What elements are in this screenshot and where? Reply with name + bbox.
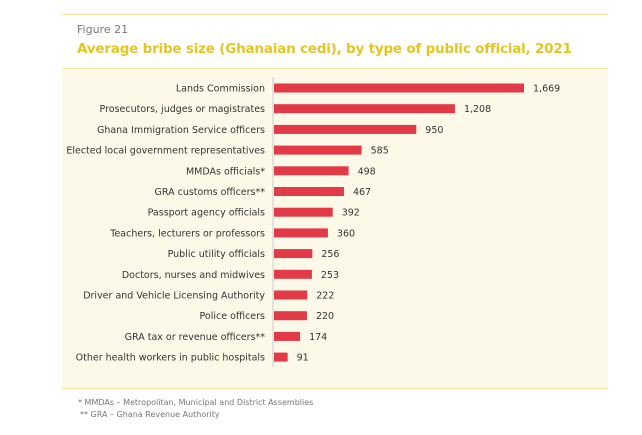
footnote-mmdas: * MMDAs – Metropolitan, Municipal and Di… — [78, 398, 314, 407]
footnote-gra: ** GRA – Ghana Revenue Authority — [80, 410, 220, 419]
bottom-rule — [62, 388, 608, 389]
bar — [274, 124, 417, 134]
category-label: Lands Commission — [176, 84, 265, 95]
value-label: 174 — [309, 332, 327, 343]
bar — [274, 352, 288, 362]
value-label: 91 — [297, 353, 309, 364]
title-rule — [62, 68, 608, 69]
value-label: 1,208 — [464, 104, 491, 115]
value-label: 467 — [353, 187, 371, 198]
value-label: 585 — [371, 146, 389, 157]
chart-title: Average bribe size (Ghanaian cedi), by t… — [77, 41, 572, 57]
bar — [274, 311, 307, 321]
value-label: 253 — [321, 270, 339, 281]
category-label: Passport agency officials — [148, 208, 265, 219]
bar — [274, 166, 349, 176]
bar — [274, 207, 333, 217]
category-label: Driver and Vehicle Licensing Authority — [83, 291, 265, 302]
value-label: 360 — [337, 228, 355, 239]
bar — [274, 104, 455, 114]
bar — [274, 228, 328, 238]
bar — [274, 331, 301, 341]
figure-label: Figure 21 — [77, 23, 129, 36]
category-label: Public utility officials — [168, 249, 265, 260]
bar — [274, 249, 313, 259]
value-label: 222 — [316, 291, 334, 302]
value-label: 392 — [342, 208, 360, 219]
bar — [274, 145, 362, 155]
value-label: 256 — [321, 249, 339, 260]
value-label: 950 — [425, 125, 443, 136]
value-label: 1,669 — [533, 84, 560, 95]
category-label: GRA customs officers** — [155, 187, 266, 198]
bar — [274, 269, 312, 279]
value-label: 220 — [316, 311, 334, 322]
value-label: 498 — [358, 166, 376, 177]
bar-chart: Lands Commission 1,669 Prosecutors, judges… — [66, 77, 560, 367]
category-label: Prosecutors, judges or magistrates — [100, 104, 266, 115]
plot-area: Lands Commission 1,669 Prosecutors, judges… — [62, 69, 608, 388]
category-label: Elected local government representatives — [66, 146, 265, 157]
category-label: Police officers — [200, 311, 266, 322]
category-label: GRA tax or revenue officers** — [125, 332, 266, 343]
category-label: MMDAs officials* — [186, 166, 265, 177]
bar — [274, 187, 344, 196]
category-label: Other health workers in public hospitals — [76, 353, 265, 364]
category-label: Doctors, nurses and midwives — [122, 270, 265, 281]
top-rule — [62, 14, 608, 15]
bar — [274, 290, 308, 300]
bar — [274, 83, 524, 93]
category-label: Teachers, lecturers or professors — [109, 228, 265, 239]
category-label: Ghana Immigration Service officers — [97, 125, 265, 136]
